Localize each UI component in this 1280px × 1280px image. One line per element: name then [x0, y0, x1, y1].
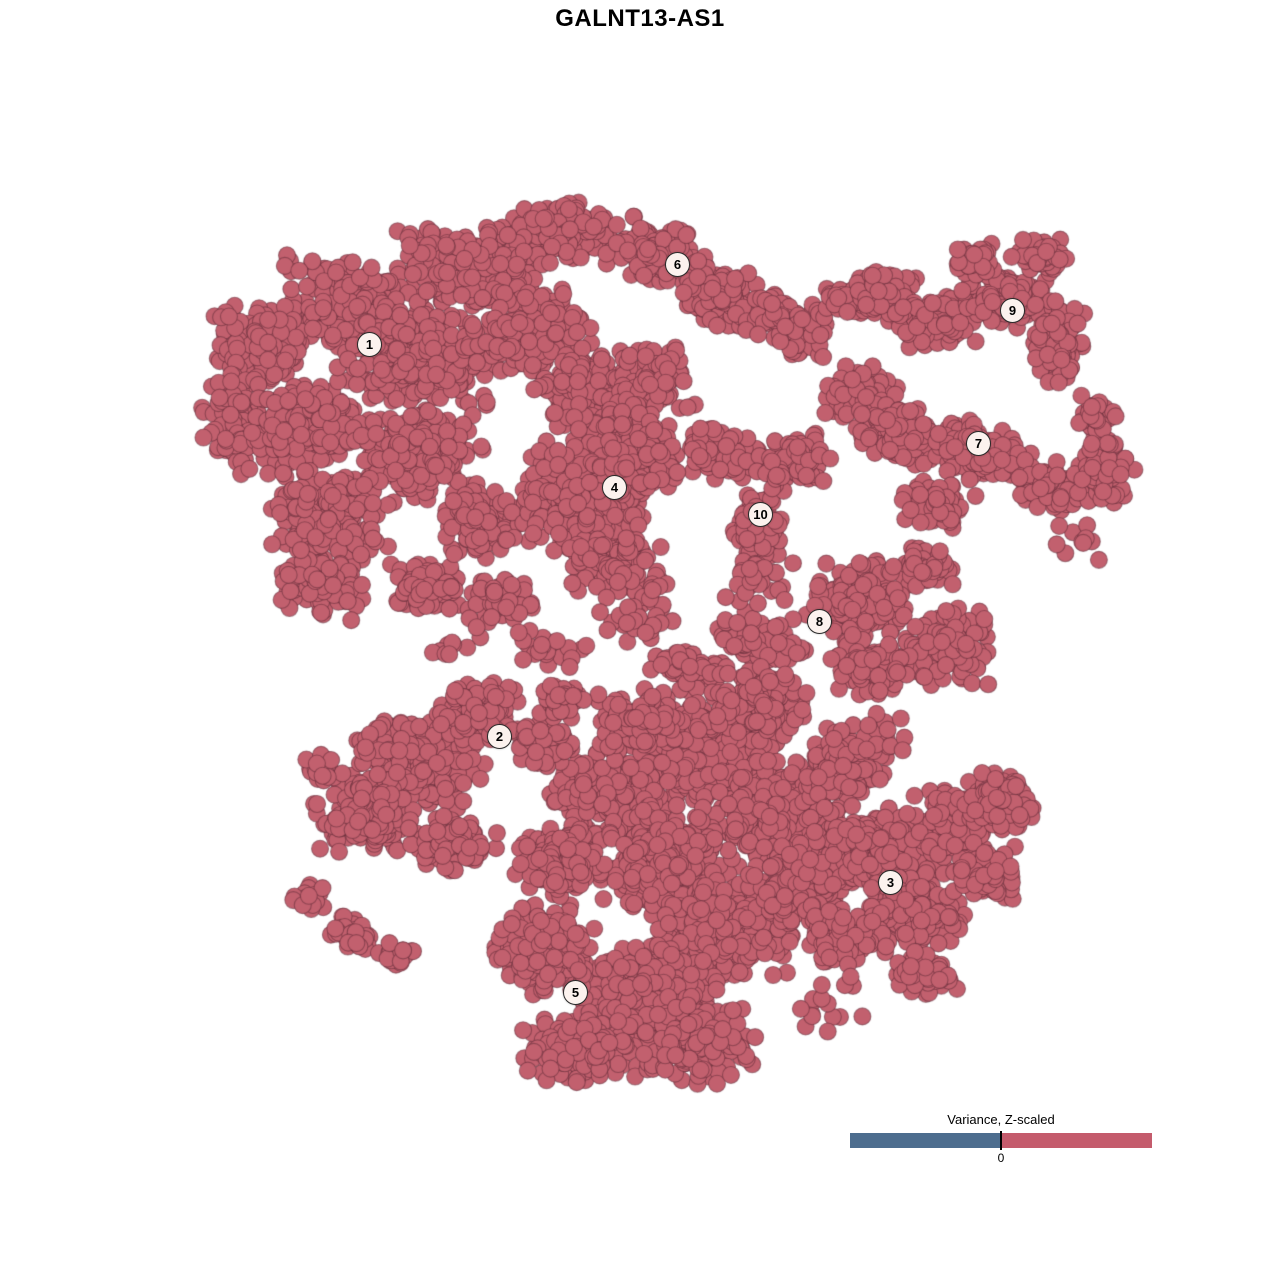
cluster-label-10[interactable]: 10: [748, 502, 773, 527]
page-title: GALNT13-AS1: [555, 5, 725, 32]
legend-zero-label: 0: [997, 1151, 1005, 1165]
cluster-label-8[interactable]: 8: [807, 609, 832, 634]
legend-colorbar: [850, 1131, 1152, 1150]
legend-negative-half: [850, 1133, 1001, 1148]
cluster-label-7[interactable]: 7: [966, 431, 991, 456]
cluster-label-2[interactable]: 2: [487, 724, 512, 749]
cluster-label-3[interactable]: 3: [878, 870, 903, 895]
cluster-label-6[interactable]: 6: [665, 252, 690, 277]
cluster-label-5[interactable]: 5: [563, 980, 588, 1005]
legend-title: Variance, Z-scaled: [947, 1112, 1055, 1127]
legend-group: Variance, Z-scaled 0: [850, 1111, 1152, 1165]
cluster-label-9[interactable]: 9: [1000, 298, 1025, 323]
legend-zero-tick: [999, 1131, 1003, 1150]
legend-positive-half: [1001, 1133, 1152, 1148]
cluster-label-4[interactable]: 4: [602, 475, 627, 500]
cluster-label-1[interactable]: 1: [357, 332, 382, 357]
